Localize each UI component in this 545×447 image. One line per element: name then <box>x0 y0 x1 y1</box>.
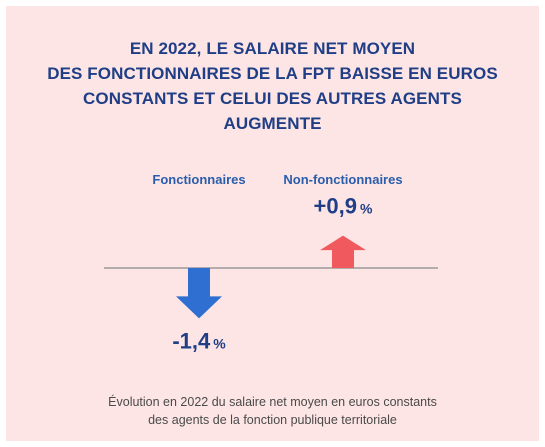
title-line-2: DES FONCTIONNAIRES DE LA FPT BAISSE EN E… <box>47 64 498 83</box>
arrow-down-1 <box>176 268 222 319</box>
title-line-1: EN 2022, LE SALAIRE NET MOYEN <box>129 39 416 58</box>
infographic-title: EN 2022, LE SALAIRE NET MOYEN DES FONCTI… <box>16 36 529 136</box>
title-line-4: AUGMENTE <box>223 114 322 133</box>
arrow-up-2 <box>320 235 366 268</box>
title-line-3: CONSTANTS ET CELUI DES AUTRES AGENTS <box>83 89 462 108</box>
category-label-1: Fonctionnaires <box>152 172 245 187</box>
infographic-card: EN 2022, LE SALAIRE NET MOYEN DES FONCTI… <box>6 6 539 441</box>
category-label-2: Non-fonctionnaires <box>283 172 402 187</box>
value-label-1: -1,4% <box>172 328 226 353</box>
salary-change-chart: Fonctionnaires -1,4 % Non-fonctionnaires +0,… <box>104 172 438 353</box>
value-label-2: +0,9% <box>314 194 373 219</box>
caption-line-1: Évolution en 2022 du salaire net moyen e… <box>108 395 437 409</box>
caption-line-2: des agents de la fonction publique terri… <box>148 413 397 427</box>
chart-caption: Évolution en 2022 du salaire net moyen e… <box>26 393 519 429</box>
